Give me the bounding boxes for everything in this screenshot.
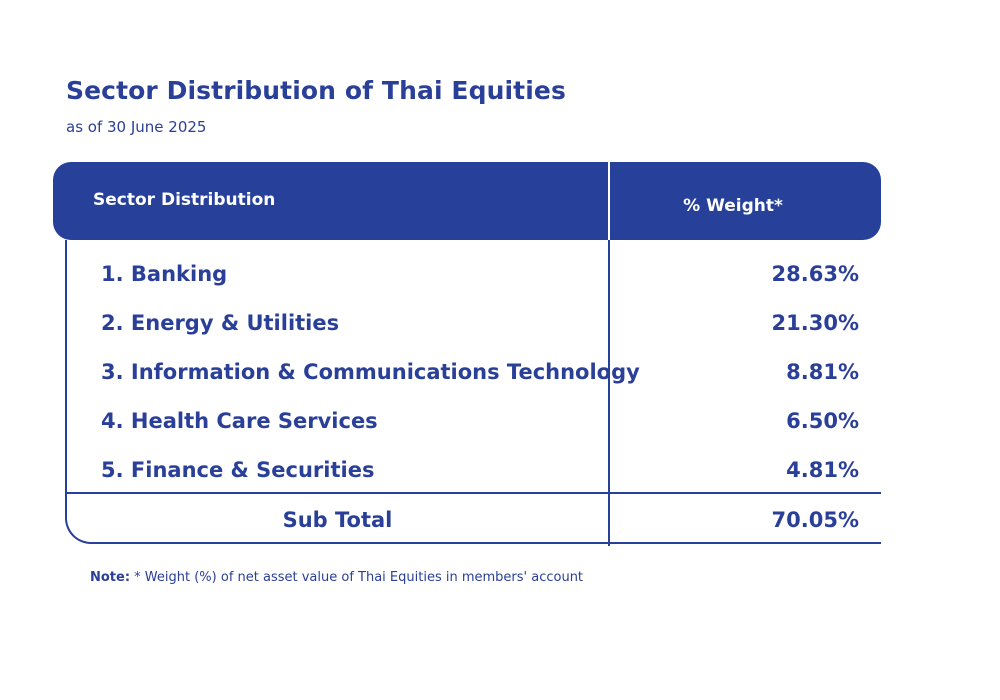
footnote: Note: * Weight (%) of net asset value of…	[90, 570, 583, 585]
column-divider	[608, 240, 610, 546]
table-row: 1. Banking 28.63%	[101, 262, 871, 292]
table-row: 4. Health Care Services 6.50%	[101, 409, 871, 439]
sector-weight: 21.30%	[771, 311, 859, 335]
table-body: 1. Banking 28.63% 2. Energy & Utilities …	[65, 240, 881, 546]
page-subtitle: as of 30 June 2025	[66, 118, 207, 136]
sector-table: Sector Distribution % Weight* 1. Banking…	[53, 162, 881, 548]
sector-label: 1. Banking	[101, 262, 228, 286]
table-row: 5. Finance & Securities 4.81%	[101, 458, 871, 488]
header-sector-distribution: Sector Distribution	[93, 190, 276, 210]
sector-weight: 28.63%	[771, 262, 859, 286]
footnote-text: * Weight (%) of net asset value of Thai …	[130, 570, 584, 585]
sector-label: 3. Information & Communications Technolo…	[101, 360, 640, 384]
table-left-border	[65, 240, 67, 510]
table-bottom-border	[103, 542, 881, 544]
table-header: Sector Distribution % Weight*	[53, 162, 881, 240]
header-weight: % Weight*	[683, 196, 783, 216]
header-divider	[608, 162, 610, 240]
sector-label: 4. Health Care Services	[101, 409, 378, 433]
sector-weight: 4.81%	[786, 458, 859, 482]
sector-label: 2. Energy & Utilities	[101, 311, 340, 335]
subtotal-label: Sub Total	[282, 508, 393, 532]
table-row: 3. Information & Communications Technolo…	[101, 360, 871, 390]
subtotal-divider	[65, 492, 881, 494]
table-bottom-left-corner	[65, 494, 105, 544]
sector-weight: 6.50%	[786, 409, 859, 433]
sector-weight: 8.81%	[786, 360, 859, 384]
table-row: 2. Energy & Utilities 21.30%	[101, 311, 871, 341]
subtotal-value: 70.05%	[771, 508, 859, 532]
page-title: Sector Distribution of Thai Equities	[66, 76, 566, 105]
footnote-prefix: Note:	[90, 570, 131, 585]
sector-label: 5. Finance & Securities	[101, 458, 375, 482]
